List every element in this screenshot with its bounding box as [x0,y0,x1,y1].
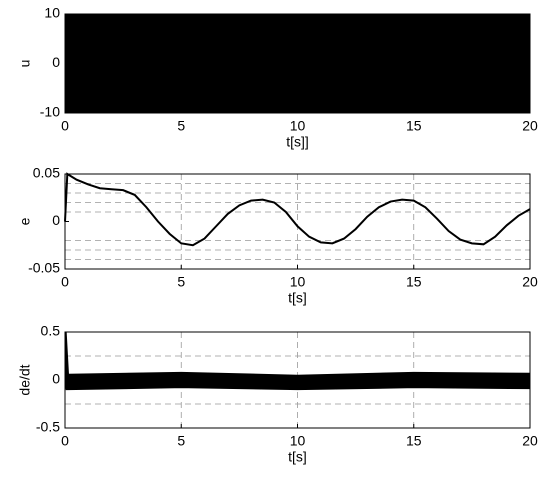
x-tick-label: 20 [522,118,538,134]
x-axis-label: t[s]] [286,134,309,150]
x-tick-label: 10 [290,433,306,449]
data-band [64,13,531,114]
y-axis-label: de/dt [17,364,33,395]
x-axis-label: t[s] [288,290,307,306]
x-tick-label: 0 [61,433,69,449]
x-tick-label: 5 [177,274,185,290]
y-tick-label: 0 [52,371,60,387]
x-tick-label: 10 [290,274,306,290]
y-tick-label: 0.5 [41,323,61,339]
axes-frame [64,13,531,114]
y-tick-label: 0 [52,54,60,70]
x-tick-label: 15 [406,433,422,449]
y-axis-label: u [17,60,33,68]
x-tick-label: 0 [61,118,69,134]
y-tick-label: -0.5 [36,419,60,435]
x-tick-label: 5 [177,433,185,449]
x-axis-label: t[s] [288,449,307,465]
y-tick-label: -0.05 [28,260,60,276]
y-tick-label: 0 [52,212,60,228]
x-tick-label: 15 [406,118,422,134]
data-line [64,172,531,247]
y-axis-label: e [17,217,33,225]
axes-frame [64,331,531,429]
x-tick-label: 5 [177,118,185,134]
y-tick-label: 10 [44,5,60,21]
y-tick-label: -10 [40,104,60,120]
axes-frame [64,173,531,270]
x-tick-label: 15 [406,274,422,290]
x-tick-label: 20 [522,433,538,449]
x-tick-label: 10 [290,118,306,134]
y-tick-label: 0.05 [33,165,60,181]
data-band [64,331,531,391]
x-tick-label: 0 [61,274,69,290]
x-tick-label: 20 [522,274,538,290]
